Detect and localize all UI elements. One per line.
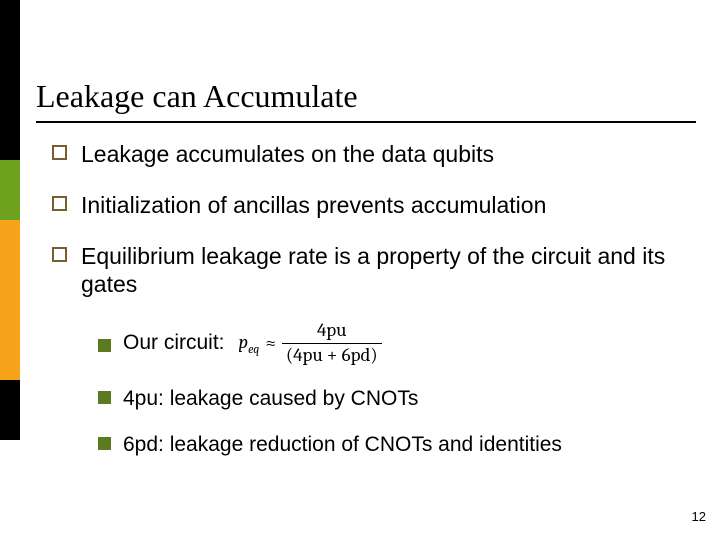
sub-bullets: Our circuit: peq ≈ 4pu (4pu + 6pd) 4pu: … — [98, 321, 680, 458]
slide: Leakage can Accumulate Leakage accumulat… — [0, 0, 720, 540]
title-wrap: Leakage can Accumulate — [36, 78, 696, 123]
page-number: 12 — [692, 509, 706, 524]
sidebar-seg-3 — [0, 380, 20, 440]
sidebar-seg-4 — [0, 440, 20, 540]
square-filled-bullet-icon — [98, 437, 111, 450]
bullet-l2: 6pd: leakage reduction of CNOTs and iden… — [98, 432, 680, 458]
bullet-text: Leakage accumulates on the data qubits — [81, 140, 494, 169]
square-filled-bullet-icon — [98, 339, 111, 352]
square-filled-bullet-icon — [98, 391, 111, 404]
bullet-l1: Initialization of ancillas prevents accu… — [52, 191, 680, 220]
formula: peq ≈ 4pu (4pu + 6pd) — [239, 321, 382, 366]
slide-title: Leakage can Accumulate — [36, 78, 696, 123]
bullet-text: 4pu: leakage caused by CNOTs — [123, 386, 418, 412]
sidebar-accent — [0, 0, 20, 540]
bullet-text: Initialization of ancillas prevents accu… — [81, 191, 546, 220]
bullet-text: Equilibrium leakage rate is a property o… — [81, 242, 680, 300]
bullet-l2: Our circuit: peq ≈ 4pu (4pu + 6pd) — [98, 321, 680, 366]
sidebar-seg-1 — [0, 160, 20, 220]
formula-lhs: peq — [239, 331, 260, 356]
bullet-l2: 4pu: leakage caused by CNOTs — [98, 386, 680, 412]
square-open-bullet-icon — [52, 145, 67, 160]
fraction: 4pu (4pu + 6pd) — [282, 321, 382, 366]
bullet-text: 6pd: leakage reduction of CNOTs and iden… — [123, 432, 562, 458]
sidebar-seg-0 — [0, 0, 20, 160]
bullet-text: Our circuit: — [123, 330, 225, 356]
formula-base: p — [239, 331, 249, 353]
fraction-numerator: 4pu — [313, 321, 351, 343]
sidebar-seg-2 — [0, 220, 20, 380]
bullet-l1: Equilibrium leakage rate is a property o… — [52, 242, 680, 300]
content: Leakage accumulates on the data qubits I… — [52, 140, 680, 478]
approx-symbol: ≈ — [265, 332, 276, 354]
bullet-l1: Leakage accumulates on the data qubits — [52, 140, 680, 169]
square-open-bullet-icon — [52, 196, 67, 211]
fraction-denominator: (4pu + 6pd) — [282, 343, 382, 366]
square-open-bullet-icon — [52, 247, 67, 262]
formula-sub: eq — [248, 342, 259, 356]
